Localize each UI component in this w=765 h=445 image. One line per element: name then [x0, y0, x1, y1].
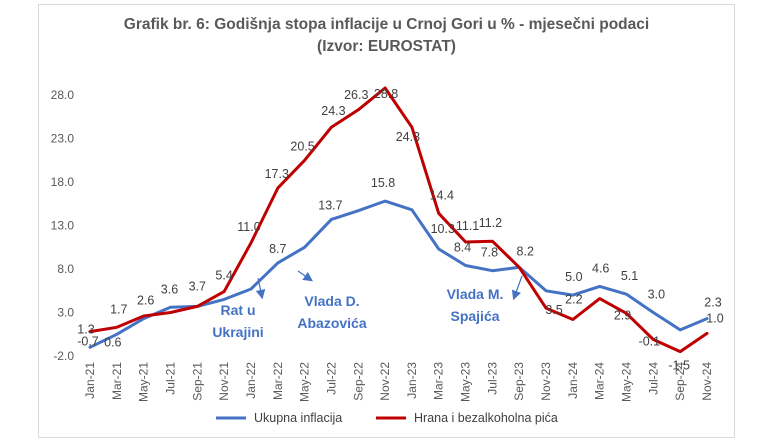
data-label: 2.9	[614, 308, 631, 322]
data-label: 20.5	[290, 139, 314, 153]
annotation-text: Vlada M.	[447, 286, 504, 302]
x-tick-label: May-21	[137, 362, 151, 402]
y-tick-label: -2.0	[53, 349, 74, 363]
data-label: 14.4	[430, 188, 454, 202]
annotation-text: Abazovića	[297, 315, 366, 331]
x-tick-label: May-22	[298, 362, 312, 402]
data-label: 1.0	[706, 312, 723, 326]
data-label: 11.0	[237, 220, 260, 234]
x-tick-label: Sep-21	[190, 362, 204, 401]
x-tick-label: Jan-24	[566, 362, 580, 399]
chart-title-line1: Grafik br. 6: Godišnja stopa inflacije u…	[123, 16, 650, 33]
x-tick-label: Jan-21	[83, 362, 97, 399]
y-tick-label: 18.0	[51, 175, 75, 189]
data-label: 1.7	[110, 302, 127, 316]
y-tick-label: 3.0	[57, 306, 74, 320]
data-label: 4.6	[592, 261, 609, 275]
x-tick-label: Sep-24	[673, 362, 687, 401]
x-tick-label: Nov-24	[700, 362, 714, 401]
data-label: 7.8	[481, 246, 498, 260]
legend-label: Hrana i bezalkoholna pića	[414, 411, 558, 425]
y-tick-label: 8.0	[57, 262, 74, 276]
data-label: -1.5	[668, 359, 690, 373]
data-label: 15.8	[371, 176, 395, 190]
x-tick-label: Sep-23	[512, 362, 526, 401]
data-label: 8.2	[517, 244, 534, 258]
data-label: 2.3	[704, 296, 721, 310]
data-label: 5.1	[621, 269, 638, 283]
data-label: 1.3	[77, 322, 94, 336]
data-label: 2.6	[137, 294, 154, 308]
x-tick-label: Jan-23	[405, 362, 419, 399]
x-tick-label: Sep-22	[351, 362, 365, 401]
annotation-layer: Rat u Ukrajini Vlada D. Abazovića Vlada M. Sp…	[212, 270, 523, 340]
annotation-text: Vlada D.	[304, 293, 359, 309]
data-label: 24.3	[321, 104, 345, 118]
data-label: 3.5	[545, 303, 562, 317]
data-label: 3.7	[189, 279, 206, 293]
y-tick-label: 23.0	[51, 132, 75, 146]
x-tick-label: May-24	[620, 362, 634, 402]
data-label: 5.4	[215, 269, 232, 283]
x-tick-label: Jul-23	[485, 362, 499, 395]
legend-label: Ukupna inflacija	[254, 411, 342, 425]
data-label: 8.4	[454, 241, 471, 255]
x-tick-label: Jul-21	[163, 362, 177, 395]
x-tick-label: Nov-23	[539, 362, 553, 401]
data-label: 17.3	[265, 167, 289, 181]
legend: Ukupna inflacija Hrana i bezalkoholna pić…	[216, 411, 558, 425]
data-label: -0.7	[77, 335, 99, 349]
chart-title-line2: (Izvor: EUROSTAT)	[317, 38, 456, 55]
data-label: 11.1	[456, 219, 479, 233]
chart-title: Grafik br. 6: Godišnja stopa inflacije u…	[38, 14, 735, 58]
data-label: 11.2	[479, 216, 502, 230]
x-tick-label: Jan-22	[244, 362, 258, 399]
data-label: -0.1	[639, 334, 661, 348]
series-layer	[88, 86, 709, 354]
y-axis: -2.0 3.0 8.0 13.0 18.0 23.0 28.0	[51, 88, 75, 363]
data-label-layer: 1.3-0.7 1.7 0.6 2.6 3.6 3.7 5.4 11.0 8.7 17.320.5…	[77, 87, 724, 373]
y-tick-label: 13.0	[51, 219, 75, 233]
x-tick-label: Jul-24	[646, 362, 660, 395]
annotation-arrow	[255, 277, 266, 300]
data-label: 24.3	[396, 130, 420, 144]
data-label: 0.6	[104, 335, 121, 349]
x-tick-label: Mar-21	[110, 362, 124, 400]
x-tick-label: May-23	[459, 362, 473, 402]
y-tick-label: 28.0	[51, 88, 75, 102]
data-label: 13.7	[318, 198, 342, 212]
annotation-text: Rat u	[221, 302, 256, 318]
data-label: 5.0	[565, 270, 582, 284]
annotation-arrow	[297, 270, 313, 282]
x-axis: Jan-21 Mar-21 May-21 Jul-21 Sep-21 Nov-21 Jan-…	[83, 362, 714, 402]
data-label: 26.3	[344, 88, 368, 102]
chart-frame	[38, 4, 735, 438]
data-label: 8.7	[269, 242, 286, 256]
series-line-hrana	[88, 86, 709, 354]
annotation-arrow	[511, 275, 523, 301]
data-label: 2.2	[565, 292, 582, 306]
x-tick-label: Nov-22	[378, 362, 392, 401]
x-tick-label: Mar-23	[432, 362, 446, 400]
data-label: 28.8	[374, 87, 398, 101]
data-label: 3.6	[161, 282, 178, 296]
annotation-text: Ukrajini	[212, 324, 263, 340]
x-tick-label: Mar-24	[593, 362, 607, 400]
x-tick-label: Nov-21	[217, 362, 231, 401]
data-label: 3.0	[648, 288, 665, 302]
series-line-ukupna-inflacija	[88, 199, 709, 349]
data-label: 10.3	[431, 222, 455, 236]
annotation-text: Spajića	[450, 308, 499, 324]
x-tick-label: Mar-22	[271, 362, 285, 400]
x-tick-label: Jul-22	[324, 362, 338, 395]
